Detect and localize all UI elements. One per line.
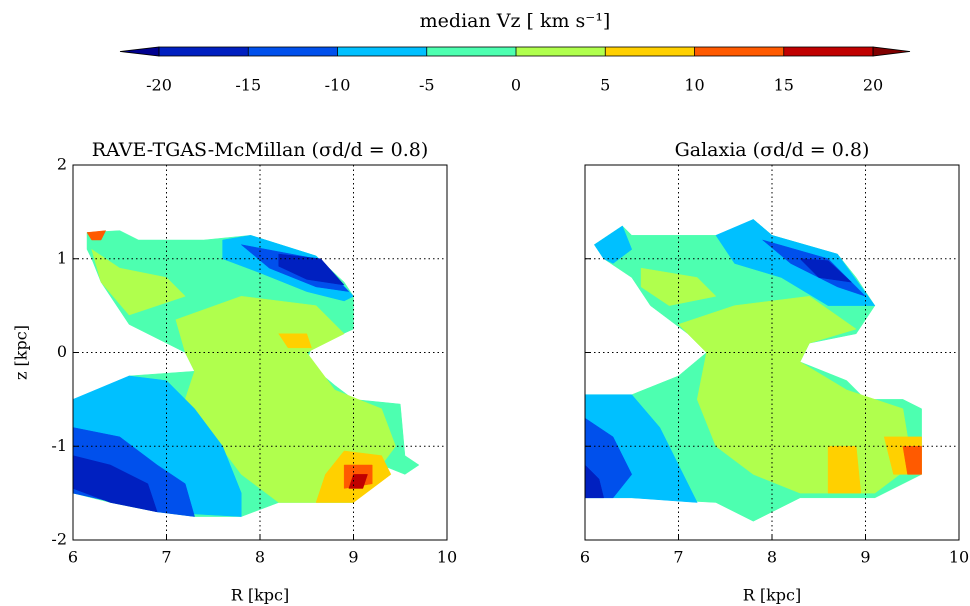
x-tick-label: 7 bbox=[161, 548, 171, 567]
x-tick-label: 8 bbox=[255, 548, 265, 567]
y-tick-label: -1 bbox=[51, 436, 67, 455]
colorbar-tick-label: -10 bbox=[325, 76, 351, 95]
x-tick-label: 6 bbox=[580, 548, 590, 567]
colorbar-tick-label: 20 bbox=[863, 76, 883, 95]
colorbar-segment bbox=[605, 47, 695, 56]
y-tick-label: 2 bbox=[57, 155, 67, 174]
x-tick-label: 9 bbox=[860, 548, 870, 567]
contour-region bbox=[278, 333, 312, 349]
x-tick-label: 7 bbox=[673, 548, 683, 567]
contour-region bbox=[594, 225, 633, 264]
colorbar-segment bbox=[337, 47, 427, 56]
axes-frame bbox=[72, 164, 448, 541]
contour-region bbox=[902, 446, 922, 475]
colorbar-segment bbox=[426, 47, 516, 56]
panel-title: RAVE-TGAS-McMillan (σd/d = 0.8) bbox=[92, 139, 429, 161]
x-tick-label: 6 bbox=[68, 548, 78, 567]
contour-region bbox=[799, 258, 853, 283]
colorbar-tick-label: 0 bbox=[511, 76, 521, 95]
x-tick-label: 10 bbox=[949, 548, 969, 567]
colorbar-segment bbox=[159, 47, 249, 56]
y-tick-label: 1 bbox=[57, 248, 67, 267]
colorbar-under bbox=[119, 46, 160, 57]
x-tick-label: 10 bbox=[437, 548, 457, 567]
colorbar-tick-label: 10 bbox=[684, 76, 704, 95]
colorbar-over bbox=[872, 46, 911, 57]
x-axis-label: R [kpc] bbox=[743, 586, 802, 605]
contour-region bbox=[91, 248, 186, 316]
colorbar-tick-label: -20 bbox=[146, 76, 172, 95]
colorbar-segment bbox=[694, 47, 784, 56]
colorbar-segment bbox=[248, 47, 338, 56]
contour-region bbox=[86, 230, 107, 241]
y-axis-label: z [kpc] bbox=[12, 325, 31, 380]
x-axis-label: R [kpc] bbox=[231, 586, 290, 605]
x-tick-label: 8 bbox=[767, 548, 777, 567]
y-tick-label: -2 bbox=[51, 530, 67, 549]
colorbar-title: median Vz [ km s⁻¹] bbox=[420, 10, 611, 32]
colorbar-tick-label: -15 bbox=[235, 76, 261, 95]
colorbar-tick-label: -5 bbox=[419, 76, 435, 95]
colorbar-tick-label: 5 bbox=[600, 76, 610, 95]
y-tick-label: 0 bbox=[57, 342, 67, 361]
colorbar-segment bbox=[516, 47, 606, 56]
axes-frame bbox=[584, 164, 960, 541]
x-tick-label: 9 bbox=[348, 548, 358, 567]
colorbar-tick-label: 15 bbox=[774, 76, 794, 95]
contour-region bbox=[278, 253, 345, 286]
contour-region bbox=[827, 446, 862, 494]
panel-title: Galaxia (σd/d = 0.8) bbox=[675, 139, 870, 161]
colorbar-segment bbox=[783, 47, 873, 56]
